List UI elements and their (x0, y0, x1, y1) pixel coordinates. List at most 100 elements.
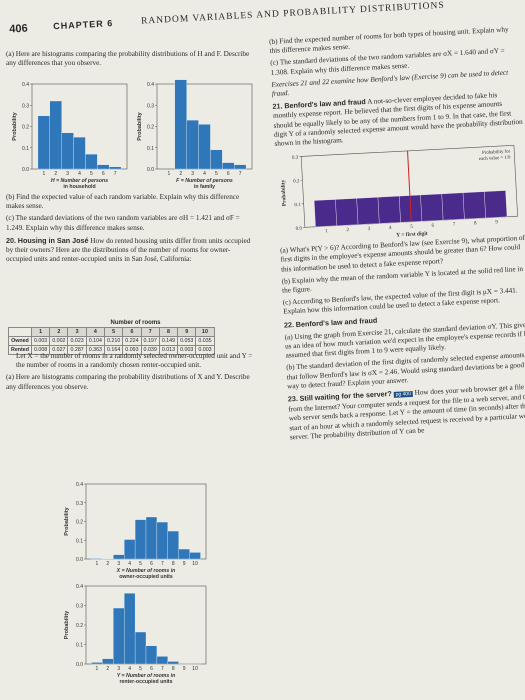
y-tick-label: 0.1 (76, 538, 83, 544)
x-tick-label: 8 (474, 222, 477, 227)
legend-line2: each value = 1/9 (479, 156, 511, 163)
table-col-header: 8 (158, 327, 179, 337)
x-axis-label: Y = first digit (396, 231, 428, 239)
mean-line (407, 151, 412, 223)
bar (91, 662, 103, 665)
bar (186, 119, 199, 170)
bar (441, 192, 465, 221)
bar (189, 552, 201, 560)
y-tick-label: 0.2 (22, 125, 29, 131)
bar (85, 153, 98, 170)
page-ref-badge: pg 400 (393, 391, 414, 399)
x-tick-label: 3 (191, 171, 194, 177)
x-tick-label: 7 (161, 666, 164, 672)
table-cell: 0.104 (85, 336, 106, 346)
let-definition: Let X = the number of rooms in a randoml… (16, 352, 253, 370)
histogram-benford: 0.0 0.1 0.2 0.3 Probability 1 2 3 4 5 6 7 8 9 Y = firs… (275, 139, 525, 247)
y-tick-label: 0.0 (147, 167, 154, 173)
bar (222, 162, 235, 170)
y-tick-label: 0.3 (292, 156, 299, 161)
part-a-hf: (a) Here are histograms comparing the pr… (6, 50, 250, 68)
chapter-label: CHAPTER 6 (52, 18, 114, 32)
x-axis-label: X = Number of rooms in (116, 568, 176, 574)
rooms-table-title: Number of rooms (110, 320, 161, 326)
x-tick-label: 5 (139, 561, 142, 567)
x-tick-label: 1 (42, 171, 45, 177)
bar (356, 197, 380, 225)
y-tick-label: 0.1 (22, 146, 29, 152)
table-col-header: 10 (195, 327, 215, 337)
x-tick-label: 2 (106, 666, 109, 672)
y-axis-label: Probability (280, 180, 287, 207)
y-tick-label: 0.0 (76, 557, 83, 563)
x-tick-label: 9 (183, 666, 186, 672)
table-cell: 0.149 (158, 336, 179, 346)
bar (37, 115, 50, 170)
bar (145, 516, 158, 560)
right-column: (b) Find the expected number of rooms fo… (268, 7, 525, 446)
y-axis-label: Probability (137, 111, 143, 140)
table-col-header: 6 (122, 327, 142, 337)
x-tick-label: 4 (389, 226, 392, 231)
x-axis-label: F = Number of persons (176, 178, 233, 184)
x-tick-label: 8 (172, 561, 175, 567)
bar (124, 539, 136, 560)
table-cell: 0.002 (49, 336, 69, 346)
x-tick-label: 1 (96, 561, 99, 567)
bar (314, 199, 337, 228)
bar (113, 607, 125, 665)
y-axis-label: Probability (64, 610, 70, 639)
y-tick-label: 0.2 (293, 179, 300, 184)
bar (134, 519, 147, 560)
y-tick-label: 0.1 (76, 643, 83, 649)
x-tick-label: 3 (117, 666, 120, 672)
x-tick-label: 5 (90, 171, 93, 177)
histogram-y: 0.0 0.1 0.2 0.3 0.4 Probability 1 2 3 4 5 6 7 8 9 10 Y =… (60, 580, 220, 695)
table-col-header: 3 (67, 327, 87, 337)
exercise-20: 20. Housing in San José How do rented ho… (6, 236, 256, 265)
x-axis-label-line2: owner-occupied units (119, 574, 173, 580)
x-axis-label: Y = Number of rooms in (117, 673, 176, 679)
x-tick-label: 10 (192, 561, 198, 567)
x-tick-label: 4 (203, 171, 206, 177)
y-tick-label: 0.0 (296, 227, 303, 232)
x-tick-label: 3 (117, 561, 120, 567)
exercise-23-number: 23. (287, 394, 299, 404)
bar (420, 193, 444, 222)
table-header-row: 1 2 3 4 5 6 7 8 9 10 (8, 327, 215, 337)
x-tick-label: 5 (215, 171, 218, 177)
bar (124, 593, 136, 665)
x-tick-label: 1 (96, 666, 99, 672)
bar (102, 658, 114, 665)
page-number: 406 (9, 22, 28, 36)
y-tick-label: 0.2 (76, 623, 83, 629)
y-axis-label: Probability (12, 111, 18, 140)
table-col-header: 1 (30, 327, 51, 337)
exercise-20-number: 20. (6, 235, 16, 245)
x-axis-label-line2: in family (194, 184, 215, 190)
y-tick-label: 0.1 (294, 203, 301, 208)
x-tick-label: 8 (172, 666, 175, 672)
x-tick-label: 2 (179, 171, 182, 177)
y-tick-label: 0.4 (147, 82, 154, 88)
y-tick-label: 0.4 (76, 584, 83, 590)
x-tick-label: 9 (495, 220, 498, 225)
part-a-xy: (a) Here are histograms comparing the pr… (6, 373, 250, 391)
x-tick-label: 1 (325, 229, 328, 234)
bar (234, 164, 247, 170)
table-col-header: 5 (104, 327, 124, 337)
y-tick-label: 0.0 (22, 167, 29, 173)
y-tick-label: 0.3 (76, 501, 83, 507)
x-tick-label: 2 (54, 171, 57, 177)
y-tick-label: 0.4 (76, 482, 83, 488)
x-tick-label: 6 (150, 561, 153, 567)
bar (134, 631, 147, 665)
table-corner (8, 327, 32, 337)
y-tick-label: 0.2 (76, 520, 83, 526)
left-questions-2: Let X = the number of rooms in a randoml… (6, 352, 256, 395)
x-tick-label: 9 (183, 561, 186, 567)
table-row: Rented 0.008 0.027 0.287 0.363 0.164 0.093 0.03… (8, 345, 215, 355)
exercise-22-title: Benford's law and fraud (295, 315, 378, 329)
table-col-header: 2 (49, 327, 69, 337)
rooms-table-wrap: Number of rooms 1 2 3 4 5 6 7 8 9 10 Owned 0.003 0.… (8, 320, 263, 355)
